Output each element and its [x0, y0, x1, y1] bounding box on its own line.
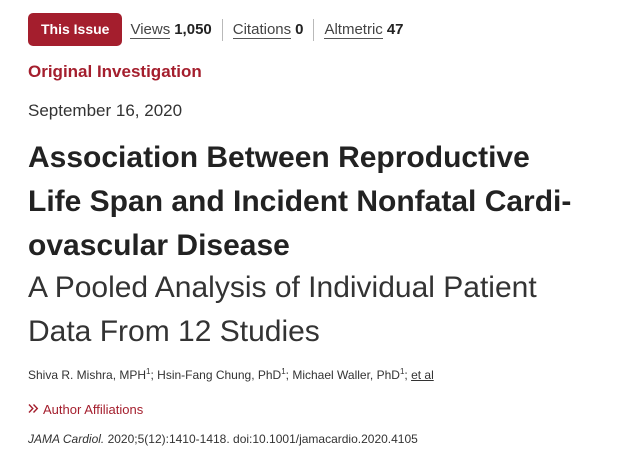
- views-value: 1,050: [174, 20, 212, 38]
- title-line: Association Between Reproductive: [28, 141, 530, 174]
- citations-metric[interactable]: Citations 0: [232, 20, 304, 39]
- author-list: Shiva R. Mishra, MPH1; Hsin-Fang Chung, …: [28, 367, 434, 383]
- author-name[interactable]: Shiva R. Mishra, MPH: [28, 368, 147, 382]
- subtitle-line: A Pooled Analysis of Individual Patient: [28, 271, 537, 304]
- article-title: Association Between Reproductive Life Sp…: [28, 136, 628, 268]
- title-line: ovascular Disease: [28, 229, 290, 262]
- views-metric[interactable]: Views 1,050: [130, 20, 212, 39]
- publication-date: September 16, 2020: [28, 101, 183, 120]
- article-subtitle: A Pooled Analysis of Individual Patient …: [28, 266, 628, 354]
- author-separator: ;: [285, 368, 293, 382]
- this-issue-button[interactable]: This Issue: [28, 13, 123, 46]
- author-affiliations-label[interactable]: Author Affiliations: [43, 402, 144, 417]
- altmetric-value: 47: [386, 20, 404, 38]
- citations-value: 0: [295, 20, 304, 38]
- author-separator: ;: [150, 368, 158, 382]
- altmetric-label[interactable]: Altmetric: [324, 20, 383, 39]
- et-al-link[interactable]: et al: [411, 368, 434, 382]
- altmetric-metric[interactable]: Altmetric 47: [324, 20, 404, 39]
- citation-line: JAMA Cardiol. 2020;5(12):1410-1418. doi:…: [28, 432, 418, 446]
- author-separator: ;: [404, 368, 412, 382]
- metric-divider: [313, 18, 315, 41]
- subtitle-line: Data From 12 Studies: [28, 315, 320, 348]
- citation-details: 2020;5(12):1410-1418. doi:10.1001/jamaca…: [104, 432, 418, 446]
- author-affiliation-sup: 1: [146, 367, 151, 376]
- metric-divider: [221, 18, 223, 41]
- journal-name: JAMA Cardiol.: [28, 432, 105, 446]
- author-affiliation-sup: 1: [399, 367, 405, 376]
- author-affiliations-toggle[interactable]: Author Affiliations: [28, 402, 143, 417]
- title-line: Life Span and Incident Nonfatal Cardi-: [28, 185, 572, 218]
- author-name[interactable]: Michael Waller, PhD: [292, 368, 400, 382]
- double-chevron-right-icon: [28, 403, 39, 416]
- article-type: Original Investigation: [28, 62, 202, 81]
- views-label[interactable]: Views: [130, 20, 171, 39]
- metrics-bar: This Issue Views 1,050 Citations 0 Altme…: [28, 13, 404, 46]
- citations-label[interactable]: Citations: [232, 20, 292, 39]
- author-affiliation-sup: 1: [281, 367, 286, 376]
- author-name[interactable]: Hsin-Fang Chung, PhD: [157, 368, 282, 382]
